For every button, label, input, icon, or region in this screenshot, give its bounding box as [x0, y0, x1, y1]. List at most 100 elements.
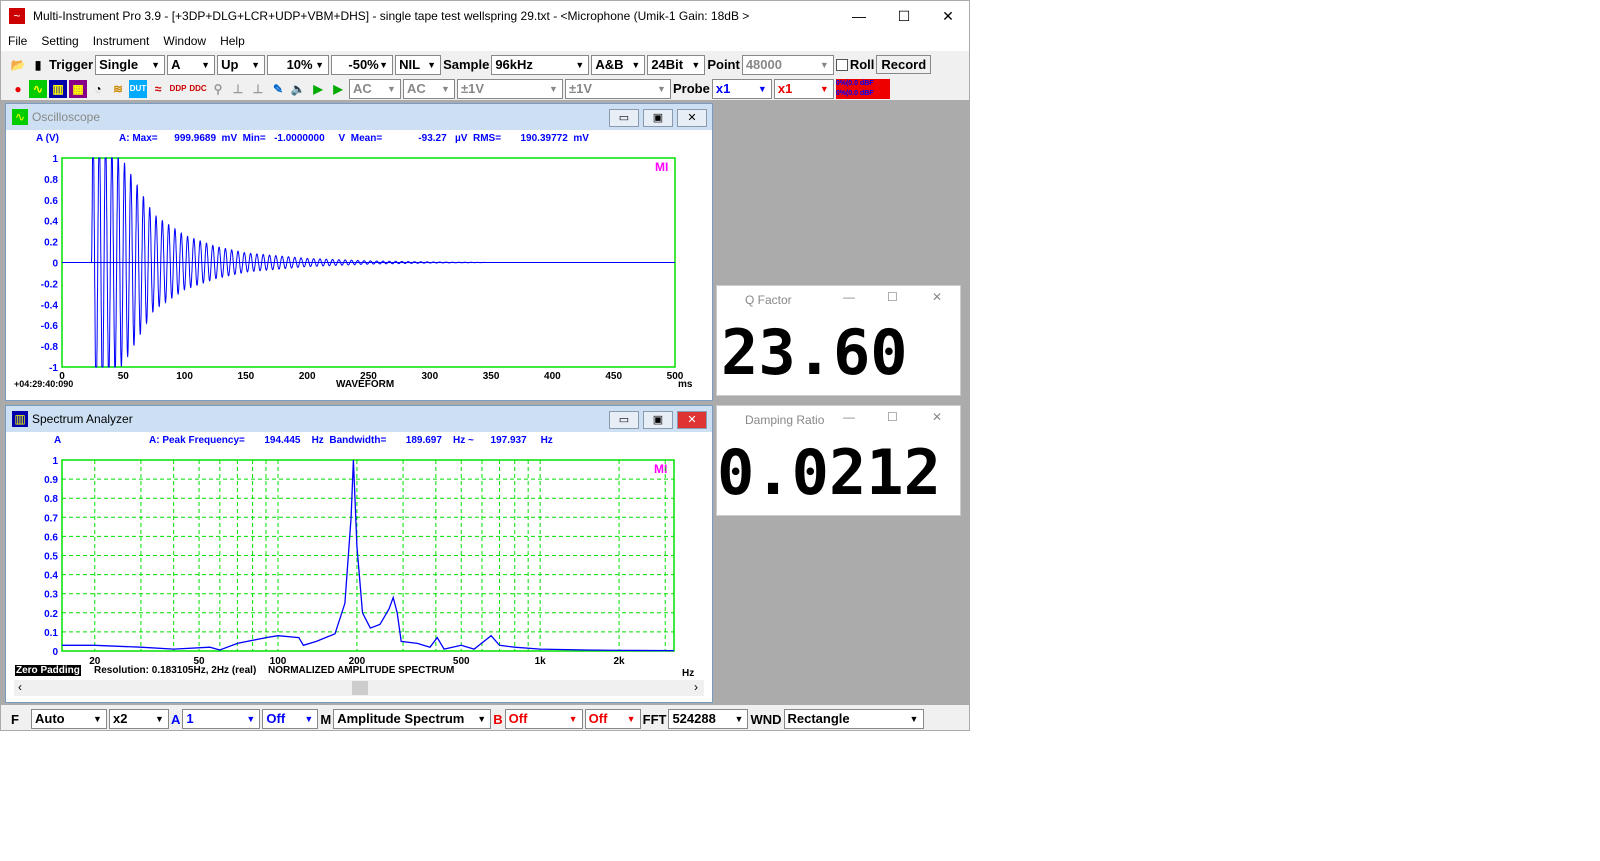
x-tick-label: 0 — [59, 371, 65, 382]
record-button[interactable]: Record — [876, 55, 932, 74]
close-button[interactable]: ✕ — [942, 8, 954, 24]
maximize-button[interactable]: ☐ — [897, 8, 911, 24]
spectrum-plot[interactable]: MI 20 50 100 200 500 1k 2k 1 0.9 0.8 0.7 0.6 0.5 0.4 0.… — [6, 406, 712, 678]
probe-label: Probe — [673, 81, 710, 96]
window-title: Multi-Instrument Pro 3.9 - [+3DP+DLG+LCR… — [33, 9, 750, 23]
x-tick-label: 450 — [605, 371, 622, 382]
menu-help[interactable]: Help — [220, 34, 245, 48]
calibrate-icon[interactable]: ✎ — [272, 81, 284, 96]
menu-file[interactable]: File — [8, 34, 28, 48]
cursor-a-icon[interactable]: ⊥ — [232, 81, 244, 96]
f-mode-select[interactable]: Auto — [31, 709, 107, 729]
spectrum-xlabel: NORMALIZED AMPLITUDE SPECTRUM — [268, 665, 455, 676]
scroll-right-icon[interactable]: › — [694, 680, 698, 694]
record-dot-icon[interactable]: ● — [14, 81, 22, 96]
oscilloscope-title: Oscilloscope — [32, 110, 101, 124]
trigger-channel-select[interactable]: A — [167, 54, 216, 75]
spectrum-restore-button[interactable]: ▣ — [643, 411, 673, 429]
q-factor-value: 23.60 — [721, 316, 908, 389]
roll-checkbox[interactable] — [835, 58, 848, 71]
q-minimize-button[interactable]: — — [843, 290, 855, 304]
q-maximize-button[interactable]: ☐ — [887, 290, 898, 304]
oscilloscope-plot[interactable]: MI 0 50 100 150 200 250 300 350 400 450 500 1 0.8 0.6 0… — [6, 104, 712, 400]
trigger-delay-stepper[interactable]: -50% — [331, 54, 394, 75]
oscilloscope-restore-button[interactable]: ▣ — [643, 109, 673, 127]
y-tick-label: 0.6 — [44, 532, 58, 543]
y-tick-label: 1 — [52, 154, 58, 165]
app-window: ~ Multi-Instrument Pro 3.9 - [+3DP+DLG+L… — [0, 0, 970, 731]
mode-select[interactable]: Amplitude Spectrum — [333, 709, 492, 729]
open-folder-icon[interactable]: 📂 — [10, 57, 26, 72]
window-function-select[interactable]: Rectangle — [783, 709, 924, 729]
bit-depth-select[interactable]: 24Bit — [647, 54, 706, 75]
a-off-select[interactable]: Off — [262, 709, 319, 729]
title-bar: ~ Multi-Instrument Pro 3.9 - [+3DP+DLG+L… — [1, 1, 969, 31]
q-close-button[interactable]: ✕ — [932, 290, 943, 304]
sample-rate-select[interactable]: 96kHz — [491, 54, 590, 75]
level-meter: 0%(0.0 dBF 0%(0.0 dBF — [835, 78, 890, 99]
multimeter-icon[interactable]: ◔ — [94, 81, 102, 96]
spectrum-analyzer-icon[interactable]: ▥ — [49, 79, 67, 98]
y-tick-label: 0.9 — [44, 475, 58, 486]
range-b-select[interactable]: ±1V — [565, 78, 671, 99]
x-tick-label: 100 — [176, 371, 193, 382]
trigger-level-stepper[interactable]: 10% — [267, 54, 330, 75]
range-a-select[interactable]: ±1V — [457, 78, 563, 99]
x-tick-label: 50 — [118, 371, 130, 382]
oscilloscope-close-button[interactable]: ✕ — [677, 109, 707, 127]
probe-a-select[interactable]: x1 — [711, 78, 772, 99]
x-tick-label: 400 — [544, 371, 561, 382]
probe-b-select[interactable]: x1 — [773, 78, 834, 99]
play-icon[interactable]: ▶ — [313, 81, 323, 96]
multiplier-select[interactable]: x2 — [109, 709, 169, 729]
spectrogram-icon[interactable]: ▦ — [69, 79, 87, 98]
dut-icon[interactable]: DUT — [129, 79, 147, 98]
spectrum-minimize-button[interactable]: ▭ — [609, 411, 639, 429]
menu-instrument[interactable]: Instrument — [92, 34, 150, 48]
nil-select[interactable]: NIL — [395, 54, 442, 75]
y-tick-label: -0.8 — [41, 342, 59, 353]
oscilloscope-minimize-button[interactable]: ▭ — [609, 109, 639, 127]
b-off2-select[interactable]: Off — [584, 709, 641, 729]
speaker-icon[interactable]: 🔈 — [290, 81, 306, 96]
spectrum-scrollbar[interactable]: ‹ › — [14, 680, 704, 696]
damping-minimize-button[interactable]: — — [843, 410, 855, 424]
spectrum-close-button[interactable]: ✕ — [677, 411, 707, 429]
mdi-workspace: ∿ Oscilloscope ▭ ▣ ✕ A (V) A: Max= 999.9… — [1, 100, 969, 705]
channel-select[interactable]: A&B — [591, 54, 646, 75]
menu-setting[interactable]: Setting — [41, 34, 79, 48]
damping-close-button[interactable]: ✕ — [932, 410, 943, 424]
damping-maximize-button[interactable]: ☐ — [887, 410, 898, 424]
scrollbar-thumb[interactable] — [352, 681, 368, 695]
trigger-edge-select[interactable]: Up — [217, 54, 266, 75]
oscilloscope-window: ∿ Oscilloscope ▭ ▣ ✕ A (V) A: Max= 999.9… — [5, 103, 713, 401]
spectrum-titlebar: ▥ Spectrum Analyzer ▭ ▣ ✕ — [6, 406, 712, 432]
q-factor-window: Q Factor — ☐ ✕ 23.60 — [716, 285, 961, 396]
oscilloscope-timestamp: +04:29:40:090 — [14, 379, 74, 389]
menu-window[interactable]: Window — [163, 34, 207, 48]
spectrum-stats: A: Peak Frequency= 194.445 Hz Bandwidth=… — [149, 435, 553, 446]
save-icon[interactable]: ▮ — [34, 57, 42, 72]
oscilloscope-icon[interactable]: ∿ — [29, 79, 47, 98]
y-tick-label: 0.1 — [44, 628, 58, 639]
play-once-icon[interactable]: ▶ — [333, 81, 343, 96]
y-tick-label: 0.3 — [44, 590, 58, 601]
ddp-icon[interactable]: DDP — [169, 83, 187, 93]
signal-generator-icon[interactable]: ≋ — [112, 81, 124, 96]
scroll-left-icon[interactable]: ‹ — [18, 680, 22, 694]
x-tick-label: 100 — [270, 656, 287, 667]
coupling-a-select[interactable]: AC — [349, 78, 401, 99]
minimize-button[interactable]: — — [852, 8, 866, 24]
average-select[interactable]: 1 — [182, 709, 261, 729]
coupling-b-select[interactable]: AC — [403, 78, 455, 99]
probe-icon[interactable]: ⚲ — [213, 81, 223, 96]
oscilloscope-xunit: ms — [678, 379, 693, 390]
fft-label: FFT — [642, 711, 667, 727]
sweep-icon[interactable]: ≈ — [154, 81, 162, 96]
ddc-icon[interactable]: DDC — [189, 83, 207, 93]
point-select[interactable]: 48000 — [741, 54, 834, 75]
b-off-select[interactable]: Off — [504, 709, 583, 729]
fft-size-select[interactable]: 524288 — [668, 709, 749, 729]
cursor-b-icon[interactable]: ⊥ — [252, 81, 264, 96]
trigger-mode-select[interactable]: Single — [95, 54, 166, 75]
